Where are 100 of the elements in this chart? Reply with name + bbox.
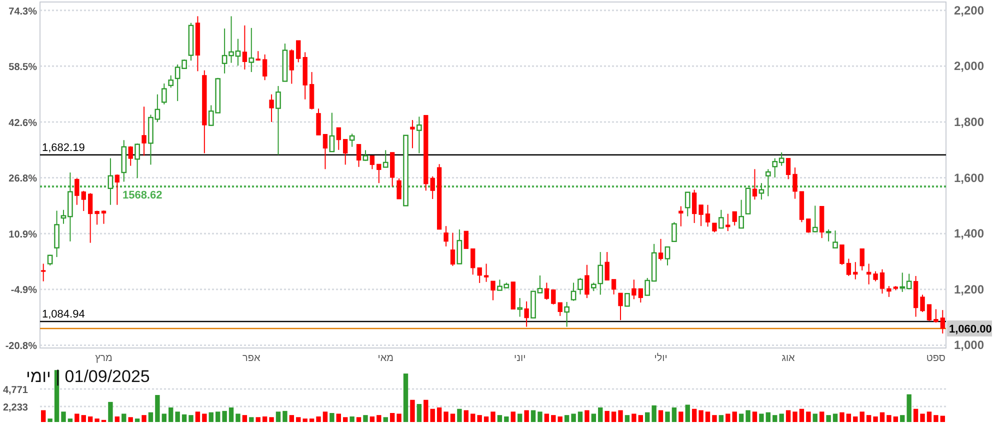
- bar: [222, 410, 227, 422]
- candlestick: [826, 228, 832, 242]
- bar: [208, 412, 214, 422]
- bar: [578, 412, 583, 422]
- bar: [558, 416, 562, 422]
- bar: [638, 415, 643, 422]
- bar: [658, 410, 664, 422]
- bar: [81, 415, 86, 422]
- bar: [517, 414, 522, 422]
- x-tick-label: מרץ: [95, 353, 113, 364]
- bar: [746, 410, 750, 422]
- bar: [195, 412, 200, 422]
- bar: [718, 415, 724, 422]
- bar: [510, 412, 516, 422]
- bar: [289, 415, 294, 422]
- bar: [712, 415, 717, 422]
- candlestick: [134, 142, 140, 179]
- bar: [370, 416, 375, 422]
- bar: [840, 412, 844, 422]
- x-tick-label: ספט: [926, 353, 946, 364]
- y2-tick-label: -4.9%: [10, 285, 38, 296]
- candlestick: [570, 282, 576, 302]
- candlestick: [738, 199, 744, 229]
- bar: [786, 410, 791, 422]
- candlestick: [658, 238, 664, 261]
- bar: [752, 412, 758, 422]
- bar: [812, 414, 818, 422]
- bar: [893, 416, 898, 422]
- candlestick: [692, 189, 697, 224]
- bar: [645, 412, 650, 422]
- bar: [128, 417, 133, 422]
- candlestick: [726, 213, 730, 232]
- bar: [900, 415, 905, 422]
- candlestick: [484, 263, 489, 282]
- candlestick: [336, 127, 341, 150]
- bar: [403, 374, 408, 422]
- bar: [41, 410, 46, 422]
- bar: [114, 416, 120, 422]
- bar: [282, 410, 288, 422]
- candlestick: [812, 205, 818, 233]
- bar: [296, 417, 301, 422]
- candlestick: [544, 282, 550, 300]
- bar: [256, 417, 260, 422]
- y-tick-label: 1,600: [954, 170, 984, 185]
- bar: [685, 404, 690, 422]
- candlestick: [758, 182, 764, 200]
- bar: [444, 412, 448, 422]
- candlestick: [262, 54, 268, 81]
- candlestick: [786, 158, 791, 180]
- candlestick: [248, 27, 254, 73]
- bar: [624, 415, 630, 422]
- y2-tick-label: 58.5%: [8, 62, 38, 74]
- ref-line-label: 1,682.19: [42, 142, 85, 154]
- candlestick: [866, 263, 872, 285]
- bar: [571, 414, 576, 422]
- bar: [436, 407, 442, 422]
- x-tick-label: יולי: [654, 352, 668, 364]
- bar: [792, 412, 798, 422]
- bar: [591, 414, 596, 422]
- bar: [343, 417, 348, 422]
- bar: [94, 418, 100, 422]
- y2-tick-label: 26.8%: [8, 174, 38, 185]
- y2-tick-label: 74.3%: [8, 6, 38, 18]
- bar: [175, 412, 180, 422]
- candlestick: [490, 280, 496, 301]
- candlestick: [41, 263, 46, 282]
- candlestick: [168, 74, 174, 88]
- bar: [322, 412, 328, 422]
- bar: [228, 407, 234, 422]
- bar: [497, 415, 502, 422]
- bar: [665, 412, 670, 422]
- candlestick: [664, 246, 670, 266]
- bar: [336, 414, 341, 422]
- bar: [430, 408, 435, 422]
- candlestick: [108, 158, 114, 206]
- bar: [48, 418, 52, 422]
- candlestick: [444, 226, 448, 247]
- bar: [866, 415, 872, 422]
- bar: [604, 410, 610, 422]
- bar: [504, 416, 509, 422]
- x-tick-label: אוג: [782, 353, 796, 364]
- bar: [611, 412, 616, 422]
- candlestick: [94, 210, 100, 226]
- candlestick: [806, 218, 811, 234]
- text: 1,060.00: [949, 323, 992, 336]
- candlestick: [54, 210, 60, 258]
- candlestick: [860, 248, 864, 271]
- candlestick: [792, 166, 798, 200]
- candlestick: [416, 116, 422, 154]
- bar: [732, 412, 737, 422]
- candlestick: [732, 211, 737, 226]
- bar: [202, 414, 207, 422]
- bar: [799, 408, 804, 422]
- x-tick-label: יוני: [514, 353, 526, 364]
- bar: [880, 412, 885, 422]
- bar: [155, 395, 160, 422]
- candlestick: [598, 252, 604, 296]
- y-tick-label: 1,400: [954, 226, 984, 241]
- candlestick: [269, 94, 274, 122]
- bar: [530, 410, 536, 422]
